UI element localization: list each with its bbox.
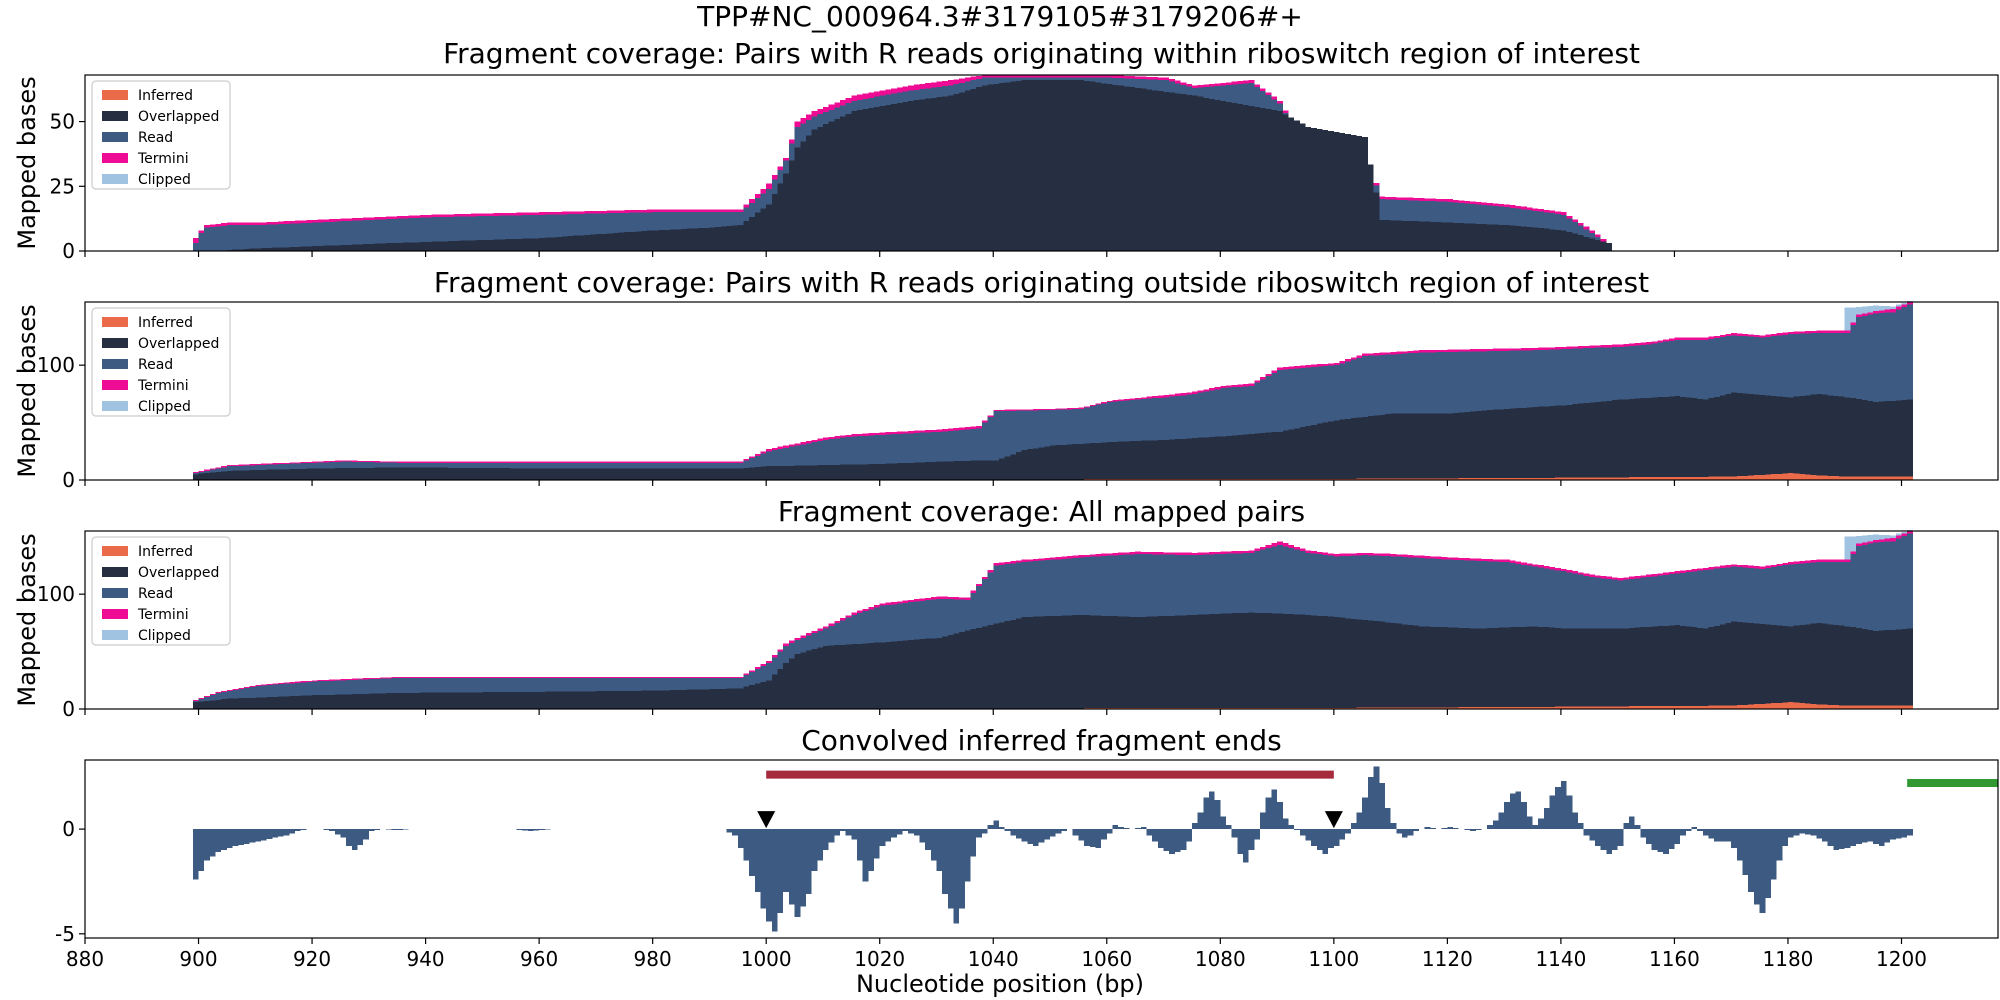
y-axis-label: Mapped bases — [13, 76, 41, 249]
x-tick-label: 1080 — [1195, 947, 1246, 971]
x-tick-label: 1020 — [854, 947, 905, 971]
legend-swatch-inferred — [102, 317, 128, 327]
legend-swatch-clipped — [102, 174, 128, 184]
legend-swatch-clipped — [102, 630, 128, 640]
legend-swatch-termini — [102, 380, 128, 390]
legend-swatch-inferred — [102, 546, 128, 556]
x-tick-label: 980 — [634, 947, 672, 971]
axes-frame — [84, 530, 1999, 710]
legend-swatch-clipped — [102, 401, 128, 411]
position-arrow-marker — [757, 811, 776, 829]
legend-swatch-overlapped — [102, 111, 128, 121]
x-tick-label: 1200 — [1876, 947, 1927, 971]
panel-title: Fragment coverage: Pairs with R reads or… — [443, 37, 1640, 70]
y-tick-label: 0 — [62, 239, 75, 263]
series-overlapped — [192, 392, 1913, 480]
panels: Fragment coverage: Pairs with R reads or… — [13, 37, 1999, 946]
y-tick-label: 0 — [62, 468, 75, 492]
panel-title: Convolved inferred fragment ends — [801, 724, 1282, 757]
legend-label-clipped: Clipped — [138, 628, 191, 644]
legend-label-termini: Termini — [137, 151, 189, 167]
x-tick-label: 1060 — [1081, 947, 1132, 971]
y-tick-label: 100 — [37, 582, 75, 606]
y-tick-label: 0 — [62, 697, 75, 721]
legend-swatch-read — [102, 588, 128, 598]
legend-label-clipped: Clipped — [138, 172, 191, 188]
x-tick-label: 1140 — [1535, 947, 1586, 971]
legend-label-read: Read — [138, 130, 173, 146]
x-tick-label: 1040 — [968, 947, 1019, 971]
axes-frame — [84, 759, 1999, 939]
legend-swatch-inferred — [102, 90, 128, 100]
panel-title: Fragment coverage: All mapped pairs — [778, 495, 1305, 528]
legend-label-overlapped: Overlapped — [138, 565, 219, 581]
axes-frame — [84, 74, 1999, 252]
y-axis-label: Mapped bases — [13, 304, 41, 477]
y-axis-label: Mapped bases — [13, 533, 41, 706]
y-tick-label: 25 — [50, 174, 75, 198]
panel-title: Fragment coverage: Pairs with R reads or… — [434, 266, 1649, 299]
legend: Inferred Overlapped Read Termini Clipped — [91, 80, 231, 190]
legend-swatch-termini — [102, 153, 128, 163]
x-tick-label: 1120 — [1422, 947, 1473, 971]
x-tick-label: 1160 — [1649, 947, 1700, 971]
legend-swatch-overlapped — [102, 567, 128, 577]
x-tick-label: 900 — [179, 947, 217, 971]
x-tick-label: 1000 — [741, 947, 792, 971]
legend-label-read: Read — [138, 586, 173, 602]
figure-title: TPP#NC_000964.3#3179105#3179206#+ — [696, 0, 1303, 33]
legend-label-read: Read — [138, 357, 173, 373]
legend-swatch-read — [102, 359, 128, 369]
legend-label-termini: Termini — [137, 378, 189, 394]
series-inferred — [192, 702, 1913, 709]
legend-label-termini: Termini — [137, 607, 189, 623]
y-tick-label: -5 — [55, 922, 75, 946]
chart-panel-3: Fragment coverage: All mapped pairs Infer… — [13, 495, 1999, 721]
x-tick-label: 880 — [66, 947, 104, 971]
series-inferred — [192, 473, 1913, 480]
convolved-ends-bars — [192, 766, 1913, 932]
legend-swatch-termini — [102, 609, 128, 619]
x-axis-label: Nucleotide position (bp) — [856, 970, 1144, 998]
legend-label-clipped: Clipped — [138, 399, 191, 415]
x-tick-label: 940 — [406, 947, 444, 971]
legend-swatch-overlapped — [102, 338, 128, 348]
legend-label-overlapped: Overlapped — [138, 109, 219, 125]
legend-label-inferred: Inferred — [138, 315, 193, 331]
legend: Inferred Overlapped Read Termini Clipped — [91, 307, 231, 417]
legend: Inferred Overlapped Read Termini Clipped — [91, 536, 231, 646]
x-tick-label: 920 — [293, 947, 331, 971]
chart-panel-2: Fragment coverage: Pairs with R reads or… — [13, 266, 1999, 492]
chart-panel-4: Convolved inferred fragment ends -5 0 — [55, 724, 1999, 946]
x-tick-label: 1180 — [1763, 947, 1814, 971]
series-overlapped — [192, 612, 1913, 709]
x-axis: 880 900 920 940 960 980 1000 1020 1040 1060 1080 11… — [66, 947, 1927, 971]
x-tick-label: 1100 — [1308, 947, 1359, 971]
position-arrow-marker — [1324, 811, 1343, 829]
axes-frame — [84, 301, 1999, 481]
x-tick-label: 960 — [520, 947, 558, 971]
legend-label-inferred: Inferred — [138, 88, 193, 104]
chart-panel-1: Fragment coverage: Pairs with R reads or… — [13, 37, 1999, 263]
y-tick-label: 50 — [50, 110, 75, 134]
legend-swatch-read — [102, 132, 128, 142]
series-overlapped — [192, 80, 1618, 252]
legend-label-overlapped: Overlapped — [138, 336, 219, 352]
legend-label-inferred: Inferred — [138, 544, 193, 560]
y-tick-label: 100 — [37, 353, 75, 377]
y-tick-label: 0 — [62, 817, 75, 841]
